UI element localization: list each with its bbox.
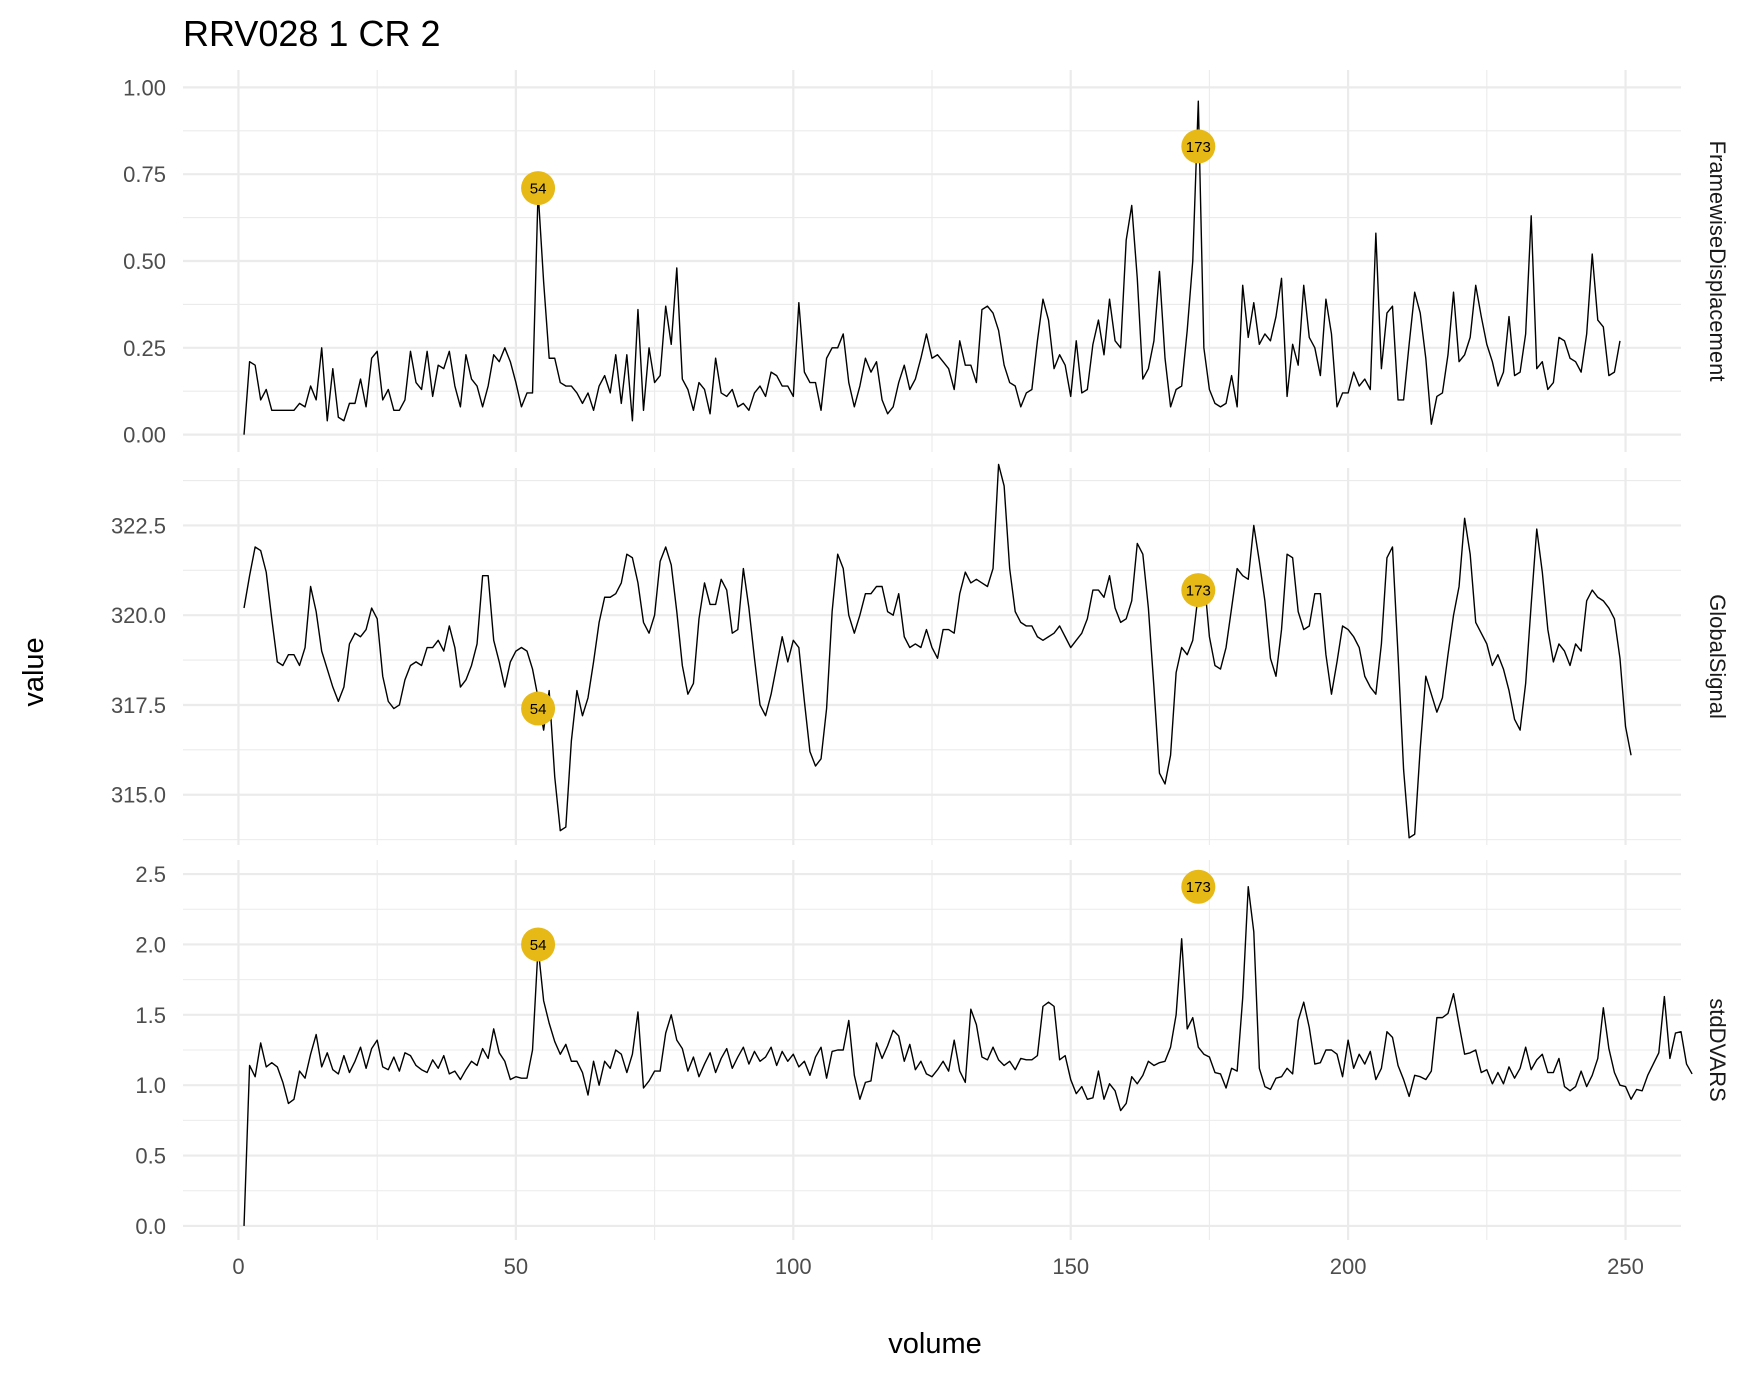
y-tick-label: 1.0	[135, 1073, 166, 1098]
x-tick-label: 0	[232, 1254, 244, 1279]
y-tick-label: 320.0	[111, 603, 166, 628]
outlier-marker-label: 173	[1186, 139, 1211, 156]
outlier-marker-circle	[1181, 869, 1216, 904]
outlier-marker-label: 173	[1186, 583, 1211, 600]
y-tick-label: 322.5	[111, 513, 166, 538]
series-line-FramewiseDisplacement	[243, 100, 1621, 435]
y-tick-label: 1.00	[123, 75, 166, 100]
y-tick-label: 2.0	[135, 932, 166, 957]
y-tick-label: 0.75	[123, 162, 166, 187]
facet-panel-GlobalSignal: 315.0 317.5 320.0 322.5 54 173 GlobalSignal	[111, 463, 1730, 845]
x-tick-label: 100	[775, 1254, 812, 1279]
outlier-marker-54: 54	[521, 927, 556, 962]
outlier-marker-54: 54	[521, 691, 556, 726]
y-tick-label: 0.0	[135, 1214, 166, 1239]
y-tick-label: 0.5	[135, 1144, 166, 1169]
chart-title: RRV028 1 CR 2	[183, 13, 440, 54]
outlier-marker-circle	[521, 171, 556, 206]
series-line-stdDVARS	[243, 886, 1693, 1226]
y-axis-title: value	[18, 637, 50, 706]
facet-strip-label: FramewiseDisplacement	[1705, 141, 1730, 382]
y-tick-label: 317.5	[111, 693, 166, 718]
facet-strip-label: stdDVARS	[1705, 998, 1730, 1102]
outlier-marker-label: 54	[530, 937, 547, 954]
outlier-marker-label: 54	[530, 181, 547, 198]
y-tick-label: 2.5	[135, 862, 166, 887]
outlier-marker-circle	[1181, 129, 1216, 164]
outlier-marker-circle	[1181, 573, 1216, 608]
outlier-marker-173: 173	[1181, 573, 1216, 608]
y-tick-label: 1.5	[135, 1003, 166, 1028]
outlier-marker-label: 54	[530, 701, 547, 718]
outlier-marker-label: 173	[1186, 879, 1211, 896]
x-axis: 0 50 100 150 200 250	[232, 1254, 1644, 1279]
y-tick-label: 0.00	[123, 423, 166, 448]
facet-panel-stdDVARS: 0.0 0.5 1.0 1.5 2.0 2.5 54 173 stdDVARS	[135, 860, 1730, 1240]
y-tick-label: 0.25	[123, 336, 166, 361]
x-axis-title: volume	[888, 1328, 982, 1360]
outlier-marker-54: 54	[521, 171, 556, 206]
outlier-marker-173: 173	[1181, 869, 1216, 904]
outlier-marker-circle	[521, 927, 556, 962]
facet-strip-label: GlobalSignal	[1705, 594, 1730, 719]
x-tick-label: 50	[504, 1254, 528, 1279]
x-tick-label: 200	[1330, 1254, 1367, 1279]
y-tick-label: 315.0	[111, 783, 166, 808]
series-line-GlobalSignal	[243, 463, 1632, 839]
y-tick-label: 0.50	[123, 249, 166, 274]
facet-panel-FramewiseDisplacement: 0.00 0.25 0.50 0.75 1.00 54 173 FramewiseDispla…	[123, 70, 1730, 452]
outlier-marker-circle	[521, 691, 556, 726]
outlier-marker-173: 173	[1181, 129, 1216, 164]
x-tick-label: 250	[1607, 1254, 1644, 1279]
x-tick-label: 150	[1052, 1254, 1089, 1279]
